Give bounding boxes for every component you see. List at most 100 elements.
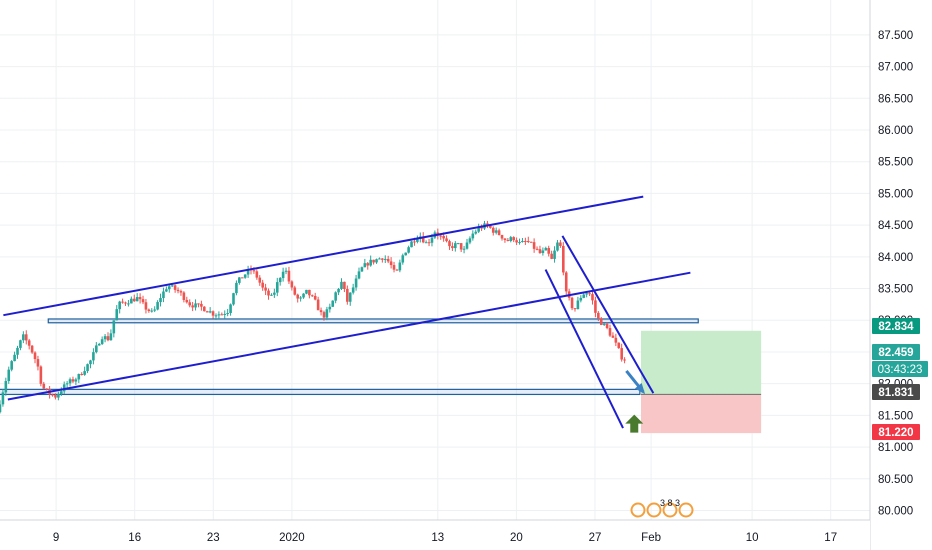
candle-body xyxy=(316,299,320,311)
price-tick-label: 80.000 xyxy=(878,505,913,517)
candle-body xyxy=(524,240,527,242)
candle-body xyxy=(182,292,186,300)
candle-body xyxy=(115,309,119,321)
price-axis[interactable]: 80.00080.50081.00081.50082.00082.50083.0… xyxy=(869,0,932,550)
candle-body xyxy=(214,315,218,317)
candle-body xyxy=(471,233,475,239)
indicator-circle-3[interactable] xyxy=(662,502,678,518)
candle-body xyxy=(33,352,37,360)
candle-body xyxy=(217,314,221,316)
price-tick-label: 81.500 xyxy=(878,410,913,422)
candle-body xyxy=(273,292,276,295)
candle-body xyxy=(95,345,98,353)
candle-body xyxy=(278,278,282,283)
candle-body xyxy=(413,241,416,243)
candle-body xyxy=(147,309,151,312)
price-tags: 82.834 82.459 03:43:23 81.831 81.220 xyxy=(872,318,928,440)
lower-channel[interactable] xyxy=(7,271,691,401)
candle-body xyxy=(138,297,142,300)
candle-body xyxy=(562,245,565,273)
candle-body xyxy=(118,301,121,310)
candle-body xyxy=(24,334,28,341)
candle-body xyxy=(430,237,434,243)
candle-body xyxy=(135,297,139,302)
candle-body xyxy=(579,297,583,301)
candle-body xyxy=(109,333,113,341)
candle-body xyxy=(100,339,104,344)
candle-body xyxy=(211,311,215,316)
candle-body xyxy=(348,292,352,302)
candle-body xyxy=(293,287,297,295)
time-tick-label: 23 xyxy=(207,532,220,544)
candle-body xyxy=(445,238,448,242)
time-tick-label: 16 xyxy=(128,532,141,544)
candle-body xyxy=(7,369,11,382)
candle-body xyxy=(153,309,156,311)
candle-body xyxy=(521,240,524,243)
candle-body xyxy=(127,303,130,305)
candle-body xyxy=(404,252,408,256)
candle-body xyxy=(302,293,305,298)
profit-zone[interactable] xyxy=(640,330,762,395)
candle-body xyxy=(258,277,262,283)
long-position-tool[interactable] xyxy=(640,330,762,434)
indicator-circle-4[interactable] xyxy=(678,502,694,518)
candle-body xyxy=(564,272,568,292)
candle-body xyxy=(494,230,498,233)
candle-body xyxy=(62,384,66,392)
price-tick-label: 84.500 xyxy=(878,220,913,232)
candle-body xyxy=(311,295,314,297)
candle-body xyxy=(4,381,8,393)
candle-body xyxy=(480,227,483,229)
candle-body xyxy=(375,259,378,263)
candle-body xyxy=(191,305,194,308)
descending-upper[interactable] xyxy=(561,235,655,394)
candle-body xyxy=(454,243,457,249)
candle-body xyxy=(550,253,553,259)
indicator-circle-1[interactable] xyxy=(630,502,646,518)
candle-body xyxy=(97,343,101,346)
descending-lower[interactable] xyxy=(544,269,624,429)
countdown-tag xyxy=(872,361,928,377)
candle-body xyxy=(381,258,384,260)
candle-body xyxy=(86,364,89,372)
candle-body xyxy=(267,290,270,296)
candle-body xyxy=(614,337,618,343)
candle-body xyxy=(27,340,31,346)
candle-body xyxy=(599,318,603,325)
candle-body xyxy=(547,248,551,254)
candle-body xyxy=(392,265,396,270)
candle-body xyxy=(410,241,413,248)
candle-body xyxy=(39,366,43,384)
time-axis[interactable]: 9 16 23 2020 13 20 27 Feb 10 17 xyxy=(0,519,870,550)
candle-body xyxy=(456,243,460,245)
candle-body xyxy=(573,308,577,310)
price-tick-label: 87.000 xyxy=(878,62,913,74)
stop-zone[interactable] xyxy=(640,394,762,434)
candle-body xyxy=(401,255,405,263)
candle-body xyxy=(538,249,542,254)
candle-body xyxy=(372,259,375,263)
event-indicator[interactable]: 3 8 3 xyxy=(630,498,694,518)
candle-body xyxy=(112,320,116,334)
horizontal-zones xyxy=(0,318,699,396)
indicator-text: 3 8 3 xyxy=(660,498,680,508)
stop-tag-text: 81.220 xyxy=(878,427,913,439)
candle-body xyxy=(369,259,372,266)
time-tick-label: 20 xyxy=(510,532,523,544)
time-tick-label: 13 xyxy=(431,532,444,544)
upper-channel[interactable] xyxy=(3,195,644,317)
candle-body xyxy=(106,336,110,341)
candle-body xyxy=(13,354,16,362)
indicator-circle-2[interactable] xyxy=(646,502,662,518)
candle-body xyxy=(197,303,200,305)
candle-body xyxy=(30,345,34,353)
trend-lines[interactable] xyxy=(3,195,691,429)
candle-body xyxy=(611,335,615,338)
candle-body xyxy=(474,231,478,234)
candle-body xyxy=(325,309,329,318)
candle-body xyxy=(144,302,148,310)
candle-body xyxy=(421,236,425,243)
time-tick-label: 2020 xyxy=(279,532,305,544)
